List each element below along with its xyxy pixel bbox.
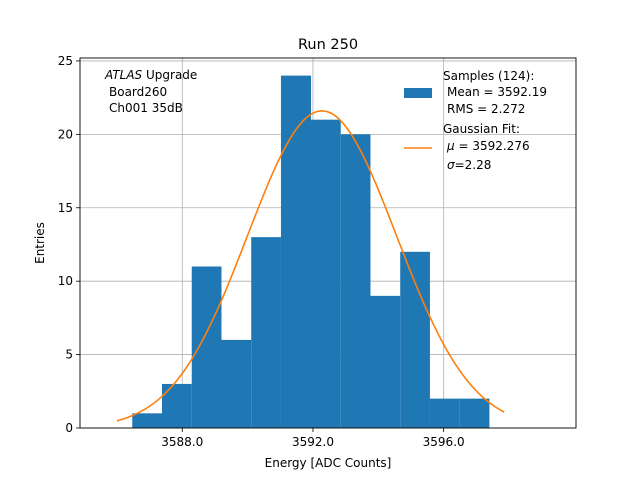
axis-ticks: 3588.0 3592.0 3596.0 0 5 10 15 20 25 bbox=[58, 54, 465, 449]
histogram-bar bbox=[370, 295, 401, 428]
legend-sigma-value: =2.28 bbox=[455, 158, 492, 172]
y-tick-label: 0 bbox=[65, 421, 73, 435]
experiment-name: ATLAS bbox=[104, 68, 143, 82]
histogram-bar bbox=[251, 237, 281, 428]
y-tick-label: 20 bbox=[58, 127, 73, 141]
y-tick-label: 5 bbox=[65, 348, 73, 362]
experiment-suffix: Upgrade bbox=[142, 68, 197, 82]
legend-mean-label: Mean = 3592.19 bbox=[447, 85, 547, 99]
histogram-bar bbox=[459, 398, 490, 428]
experiment-line: ATLAS Upgrade bbox=[104, 68, 197, 82]
legend-samples-swatch bbox=[404, 88, 432, 98]
histogram-bar bbox=[191, 266, 222, 428]
y-axis-label: Entries bbox=[33, 222, 47, 264]
gaussian-fit-curve bbox=[116, 110, 505, 422]
histogram-bar bbox=[162, 383, 192, 428]
histogram-bar bbox=[221, 339, 252, 428]
histogram-bar bbox=[340, 134, 371, 428]
histogram-bar bbox=[311, 119, 341, 429]
legend-samples-label: Samples (124): bbox=[443, 69, 534, 83]
legend: Samples (124): Mean = 3592.19 RMS = 2.27… bbox=[404, 69, 547, 172]
histogram-bar bbox=[400, 251, 430, 428]
legend-mu-symbol: μ bbox=[446, 139, 455, 153]
y-tick-label: 25 bbox=[58, 54, 73, 68]
plot-frame bbox=[79, 57, 577, 429]
board-label: Board260 bbox=[109, 85, 167, 99]
legend-sigma-symbol: σ bbox=[447, 158, 455, 172]
x-tick-label: 3592.0 bbox=[292, 435, 334, 449]
x-tick-label: 3596.0 bbox=[423, 435, 465, 449]
x-axis-label: Energy [ADC Counts] bbox=[265, 456, 392, 470]
x-tick-label: 3588.0 bbox=[161, 435, 203, 449]
legend-mu-value: = 3592.276 bbox=[455, 139, 530, 153]
info-annotation: ATLAS Upgrade Board260 Ch001 35dB bbox=[104, 68, 197, 115]
chart-title: Run 250 bbox=[298, 37, 358, 53]
y-tick-label: 15 bbox=[58, 201, 73, 215]
histogram-bar bbox=[429, 398, 460, 428]
histogram-bar bbox=[132, 413, 163, 428]
legend-fit-label: Gaussian Fit: bbox=[443, 122, 520, 136]
gaussian-fit-layer bbox=[116, 110, 505, 422]
y-tick-label: 10 bbox=[58, 274, 73, 288]
legend-mu-line: μ = 3592.276 bbox=[446, 139, 530, 153]
legend-rms-label: RMS = 2.272 bbox=[447, 102, 525, 116]
legend-sigma-line: σ=2.28 bbox=[447, 158, 491, 172]
histogram-bar bbox=[280, 75, 312, 428]
channel-label: Ch001 35dB bbox=[109, 101, 183, 115]
